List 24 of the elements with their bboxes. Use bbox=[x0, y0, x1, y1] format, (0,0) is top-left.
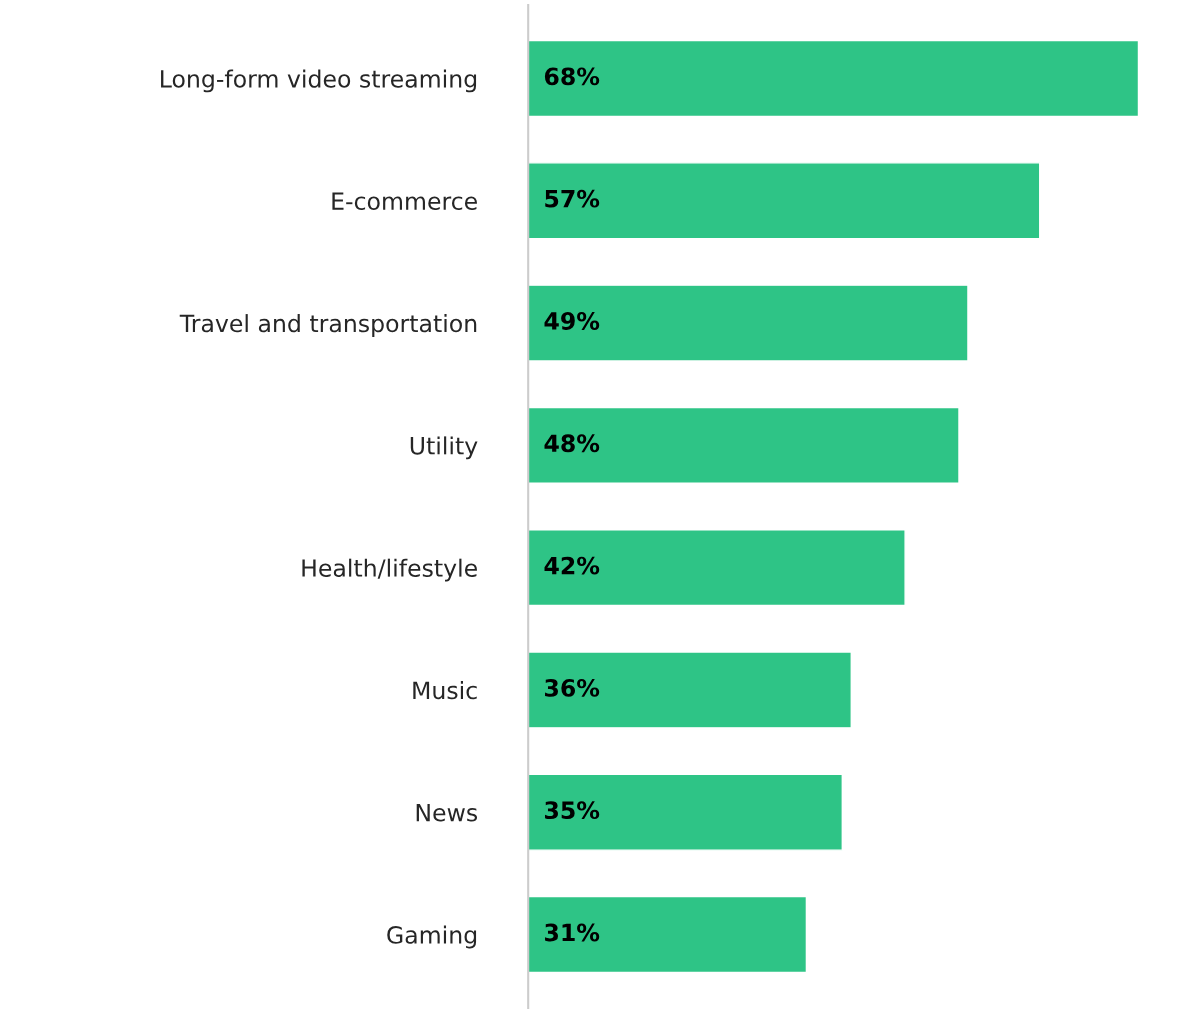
bar bbox=[528, 895, 808, 974]
bar bbox=[528, 529, 906, 607]
data-label: 35% bbox=[545, 801, 600, 820]
data-label: 68% bbox=[544, 67, 600, 86]
y-tick-label: Travel and transportation bbox=[179, 314, 477, 337]
data-label: 31% bbox=[545, 923, 600, 942]
bar bbox=[528, 284, 969, 362]
bar bbox=[528, 406, 960, 484]
bar bbox=[528, 773, 843, 851]
y-tick-label: Long-form video streaming bbox=[161, 69, 477, 93]
y-tick-label: News bbox=[416, 804, 478, 822]
y-tick-label: Music bbox=[413, 680, 477, 700]
bar bbox=[528, 162, 1041, 240]
y-tick-label: Health/lifestyle bbox=[302, 558, 477, 582]
y-tick-label: E-commerce bbox=[332, 192, 477, 211]
data-label: 57% bbox=[545, 189, 600, 208]
bar bbox=[528, 651, 852, 729]
data-label: 42% bbox=[544, 556, 600, 575]
bar bbox=[528, 39, 1140, 118]
data-label: 49% bbox=[544, 312, 600, 330]
data-label: 48% bbox=[544, 434, 600, 453]
data-label: 36% bbox=[545, 678, 600, 697]
y-tick-label: Utility bbox=[410, 436, 478, 460]
y-tick-label: Gaming bbox=[387, 925, 477, 949]
